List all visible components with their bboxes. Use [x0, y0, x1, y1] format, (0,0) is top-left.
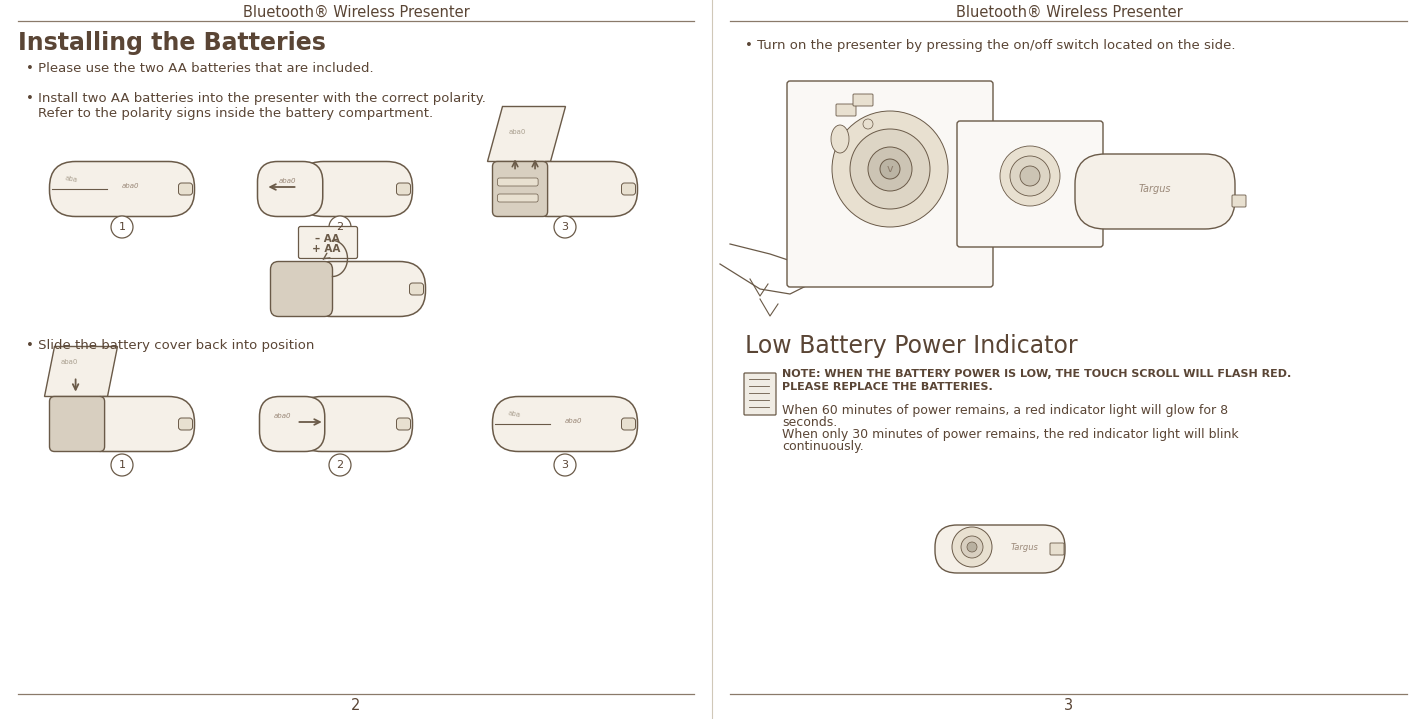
- Text: Installing the Batteries: Installing the Batteries: [19, 31, 326, 55]
- FancyBboxPatch shape: [493, 162, 547, 216]
- Circle shape: [832, 111, 948, 227]
- Text: Bluetooth® Wireless Presenter: Bluetooth® Wireless Presenter: [242, 4, 469, 19]
- Text: aba0: aba0: [279, 178, 296, 184]
- FancyBboxPatch shape: [621, 418, 636, 430]
- Text: PLEASE REPLACE THE BATTERIES.: PLEASE REPLACE THE BATTERIES.: [782, 382, 993, 392]
- FancyBboxPatch shape: [493, 396, 637, 452]
- Circle shape: [1000, 146, 1060, 206]
- FancyBboxPatch shape: [958, 121, 1103, 247]
- FancyBboxPatch shape: [305, 262, 426, 316]
- Text: 3: 3: [1064, 697, 1073, 713]
- Circle shape: [111, 216, 133, 238]
- FancyBboxPatch shape: [1074, 154, 1235, 229]
- FancyBboxPatch shape: [1050, 543, 1064, 555]
- Ellipse shape: [831, 125, 849, 153]
- FancyBboxPatch shape: [621, 183, 636, 195]
- Text: continuously.: continuously.: [782, 440, 864, 453]
- Text: aba0: aba0: [61, 359, 78, 365]
- Polygon shape: [44, 347, 117, 396]
- Text: • Install two AA batteries into the presenter with the correct polarity.: • Install two AA batteries into the pres…: [26, 92, 486, 105]
- Text: 2: 2: [336, 460, 343, 470]
- FancyBboxPatch shape: [258, 162, 322, 216]
- FancyBboxPatch shape: [497, 178, 539, 186]
- FancyBboxPatch shape: [259, 396, 325, 452]
- Text: aba0: aba0: [121, 183, 138, 189]
- Text: aba0: aba0: [509, 129, 526, 134]
- Circle shape: [329, 216, 351, 238]
- Text: seconds.: seconds.: [782, 416, 838, 429]
- Text: 1: 1: [118, 460, 125, 470]
- Text: v: v: [886, 164, 893, 174]
- FancyBboxPatch shape: [854, 94, 874, 106]
- Circle shape: [952, 527, 992, 567]
- FancyBboxPatch shape: [396, 183, 410, 195]
- FancyBboxPatch shape: [836, 104, 856, 116]
- Text: • Turn on the presenter by pressing the on/off switch located on the side.: • Turn on the presenter by pressing the …: [745, 39, 1235, 52]
- Circle shape: [849, 129, 931, 209]
- FancyBboxPatch shape: [178, 183, 192, 195]
- FancyBboxPatch shape: [298, 162, 412, 216]
- Text: aba0: aba0: [274, 413, 291, 419]
- FancyBboxPatch shape: [744, 373, 777, 415]
- FancyBboxPatch shape: [523, 162, 637, 216]
- Text: 1: 1: [118, 222, 125, 232]
- FancyBboxPatch shape: [77, 396, 194, 452]
- FancyBboxPatch shape: [50, 396, 104, 452]
- Circle shape: [554, 454, 576, 476]
- Circle shape: [864, 119, 874, 129]
- Text: aba: aba: [507, 410, 522, 418]
- Text: – AA: – AA: [315, 234, 341, 244]
- Circle shape: [960, 536, 983, 558]
- Text: 3: 3: [561, 460, 569, 470]
- Text: Targus: Targus: [1139, 184, 1171, 194]
- Circle shape: [554, 216, 576, 238]
- Circle shape: [881, 159, 901, 179]
- Text: + AA: + AA: [312, 244, 341, 255]
- Text: Low Battery Power Indicator: Low Battery Power Indicator: [745, 334, 1077, 358]
- Text: Refer to the polarity signs inside the battery compartment.: Refer to the polarity signs inside the b…: [38, 107, 433, 120]
- Circle shape: [968, 542, 978, 552]
- Text: 3: 3: [561, 222, 569, 232]
- Text: 2: 2: [352, 697, 361, 713]
- FancyBboxPatch shape: [295, 396, 412, 452]
- Text: Bluetooth® Wireless Presenter: Bluetooth® Wireless Presenter: [956, 4, 1183, 19]
- Text: aba: aba: [64, 175, 78, 183]
- FancyBboxPatch shape: [271, 262, 332, 316]
- FancyBboxPatch shape: [1233, 195, 1245, 207]
- Circle shape: [868, 147, 912, 191]
- Circle shape: [1020, 166, 1040, 186]
- Text: 2: 2: [336, 222, 343, 232]
- Text: Targus: Targus: [1012, 543, 1039, 551]
- Text: • Slide the battery cover back into position: • Slide the battery cover back into posi…: [26, 339, 315, 352]
- FancyBboxPatch shape: [396, 418, 410, 430]
- Text: When 60 minutes of power remains, a red indicator light will glow for 8: When 60 minutes of power remains, a red …: [782, 404, 1228, 417]
- Text: When only 30 minutes of power remains, the red indicator light will blink: When only 30 minutes of power remains, t…: [782, 428, 1238, 441]
- Circle shape: [1010, 156, 1050, 196]
- FancyBboxPatch shape: [409, 283, 423, 295]
- FancyBboxPatch shape: [935, 525, 1064, 573]
- Circle shape: [111, 454, 133, 476]
- FancyBboxPatch shape: [50, 162, 194, 216]
- FancyBboxPatch shape: [298, 226, 358, 259]
- Polygon shape: [487, 106, 566, 162]
- FancyBboxPatch shape: [178, 418, 192, 430]
- Text: • Please use the two AA batteries that are included.: • Please use the two AA batteries that a…: [26, 62, 373, 75]
- FancyBboxPatch shape: [787, 81, 993, 287]
- FancyBboxPatch shape: [497, 194, 539, 202]
- Text: NOTE: WHEN THE BATTERY POWER IS LOW, THE TOUCH SCROLL WILL FLASH RED.: NOTE: WHEN THE BATTERY POWER IS LOW, THE…: [782, 369, 1291, 379]
- Circle shape: [329, 454, 351, 476]
- Text: aba0: aba0: [564, 418, 581, 424]
